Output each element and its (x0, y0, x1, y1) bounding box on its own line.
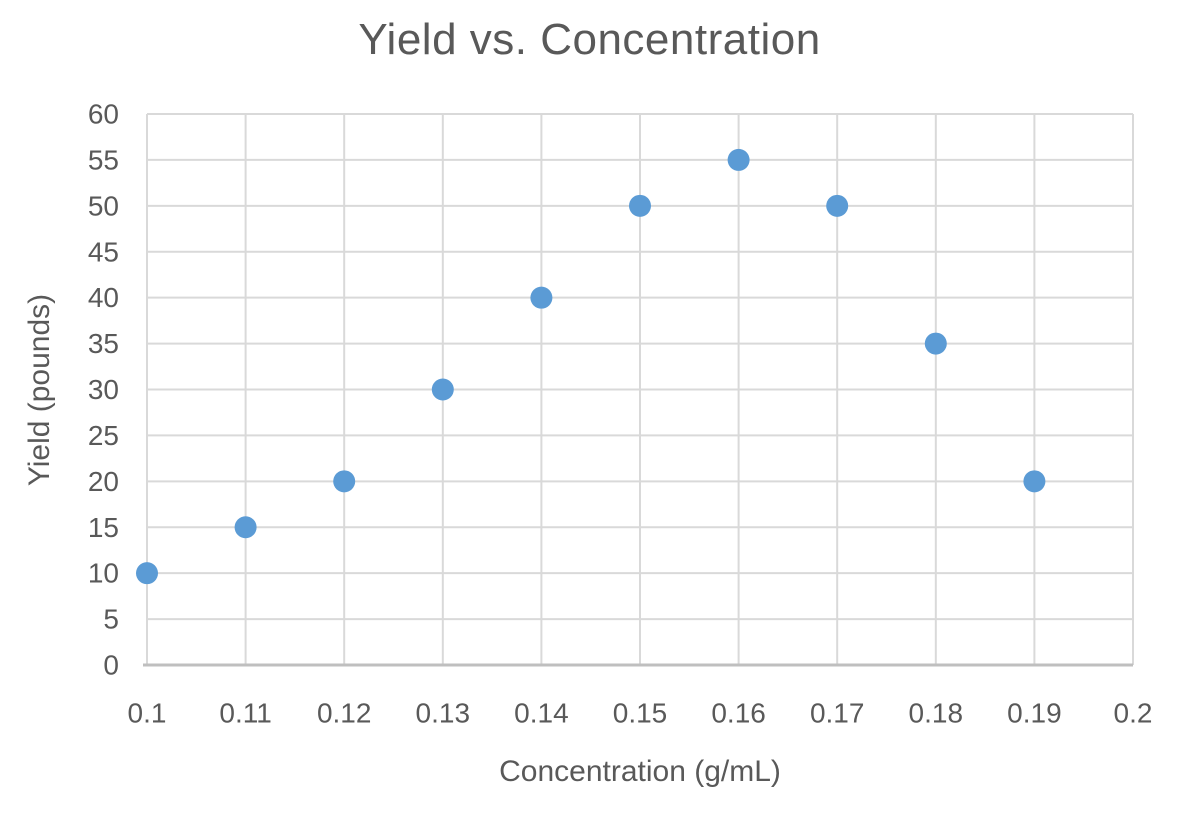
data-point (234, 516, 257, 539)
x-tick-label: 0.12 (317, 698, 372, 729)
x-axis-title: Concentration (g/mL) (499, 755, 781, 788)
x-tick-label: 0.1 (128, 698, 167, 729)
x-tick-label: 0.11 (219, 698, 271, 729)
data-point (530, 286, 553, 309)
x-tick-label: 0.15 (613, 698, 668, 729)
y-axis-title: Yield (pounds) (23, 293, 56, 487)
data-point (1023, 470, 1046, 493)
data-point (727, 148, 750, 171)
data-point (826, 194, 849, 217)
y-tick-label: 30 (88, 374, 119, 405)
y-tick-label: 35 (88, 328, 119, 359)
data-point (333, 470, 356, 493)
y-tick-label: 5 (103, 604, 119, 635)
x-tick-label: 0.14 (514, 698, 569, 729)
x-tick-label: 0.16 (711, 698, 766, 729)
x-tick-label: 0.2 (1114, 698, 1153, 729)
y-tick-label: 60 (88, 99, 119, 130)
chart-title: Yield vs. Concentration (358, 15, 821, 64)
data-point (924, 332, 947, 355)
y-tick-label: 20 (88, 466, 119, 497)
y-tick-label: 45 (88, 236, 119, 267)
y-tick-label: 40 (88, 282, 119, 313)
y-tick-label: 50 (88, 190, 119, 221)
x-tick-label: 0.18 (909, 698, 964, 729)
x-tick-label: 0.19 (1007, 698, 1062, 729)
data-point (431, 378, 454, 401)
x-tick-label: 0.13 (416, 698, 471, 729)
y-tick-label: 25 (88, 420, 119, 451)
y-tick-label: 10 (88, 558, 119, 589)
y-tick-label: 55 (88, 144, 119, 175)
x-tick-label: 0.17 (810, 698, 865, 729)
data-point (136, 562, 158, 585)
y-tick-label: 15 (88, 512, 119, 543)
data-point (629, 194, 651, 217)
y-tick-label: 0 (103, 650, 119, 681)
